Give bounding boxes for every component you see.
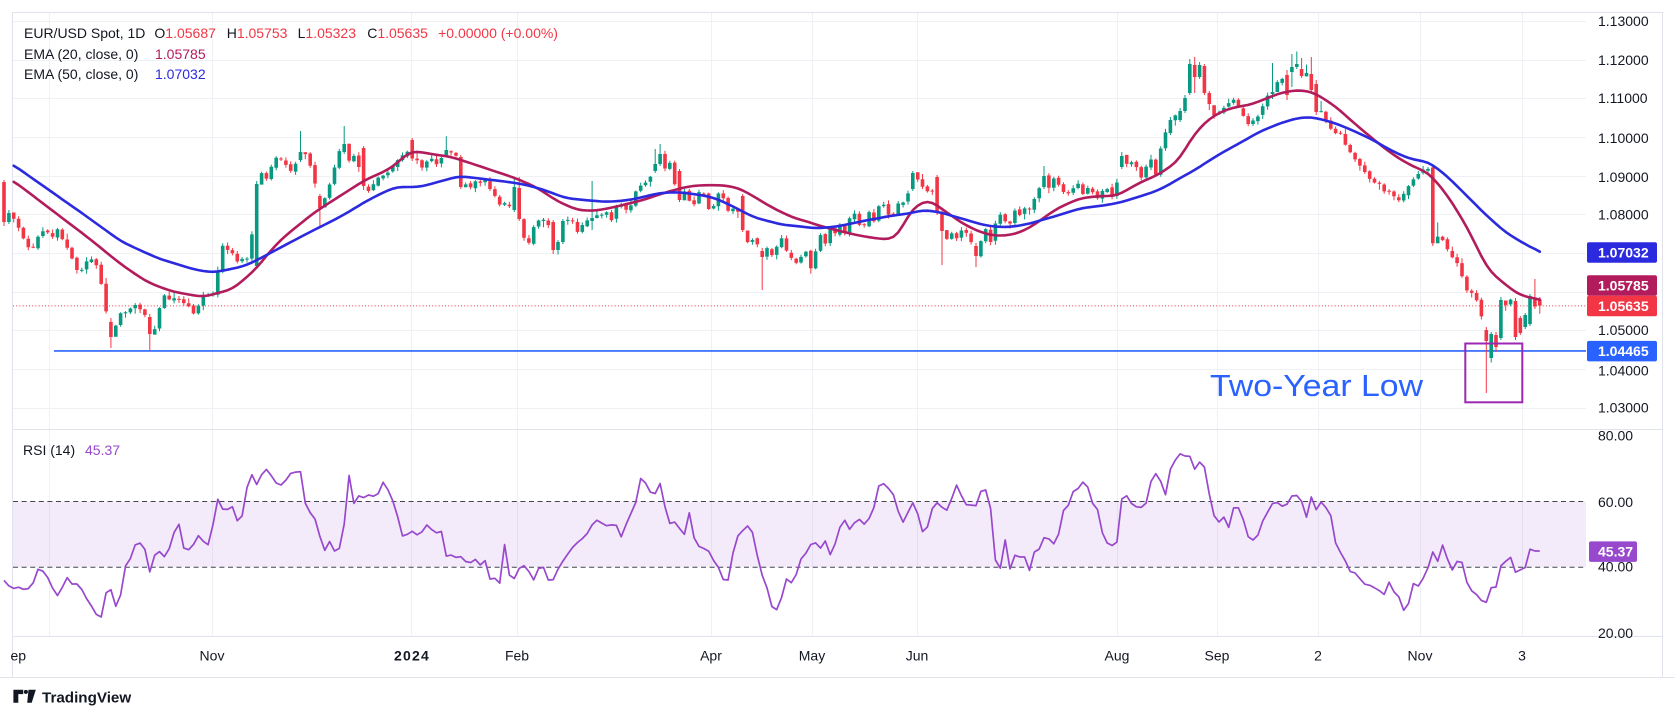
svg-text:1.08000: 1.08000 — [1598, 206, 1649, 222]
svg-text:1.10000: 1.10000 — [1598, 130, 1649, 146]
svg-text:40.00: 40.00 — [1598, 559, 1633, 575]
svg-text:1.07032: 1.07032 — [155, 66, 206, 82]
svg-text:1.11000: 1.11000 — [1598, 90, 1648, 106]
svg-text:May: May — [799, 648, 825, 664]
svg-text:EMA (50, close, 0): EMA (50, close, 0) — [24, 66, 138, 82]
svg-text:TradingView: TradingView — [42, 689, 131, 706]
svg-text:1.03000: 1.03000 — [1598, 400, 1649, 416]
svg-text:1.09000: 1.09000 — [1598, 169, 1649, 185]
svg-text:3: 3 — [1518, 648, 1526, 664]
svg-text:1.05785: 1.05785 — [155, 46, 206, 62]
svg-text:1.05635: 1.05635 — [1598, 298, 1649, 314]
svg-text:Aug: Aug — [1105, 648, 1130, 664]
svg-text:1.07032: 1.07032 — [1598, 244, 1649, 260]
svg-text:EMA (20, close, 0): EMA (20, close, 0) — [24, 46, 138, 62]
svg-text:Jun: Jun — [906, 648, 929, 664]
svg-text:2024: 2024 — [394, 648, 430, 664]
svg-text:1.04000: 1.04000 — [1598, 363, 1649, 379]
svg-text:EUR/USD Spot, 1D: EUR/USD Spot, 1D — [24, 25, 145, 41]
svg-text:45.37: 45.37 — [1598, 544, 1633, 560]
svg-text:1.13000: 1.13000 — [1598, 13, 1649, 29]
svg-text:Two-Year Low: Two-Year Low — [1210, 368, 1424, 403]
svg-text:80.00: 80.00 — [1598, 428, 1633, 444]
svg-text:1.12000: 1.12000 — [1598, 52, 1649, 68]
svg-text:Nov: Nov — [1408, 648, 1433, 664]
svg-text:20.00: 20.00 — [1598, 625, 1633, 641]
svg-text:ep: ep — [11, 648, 27, 664]
svg-text:1.05000: 1.05000 — [1598, 322, 1649, 338]
svg-text:Nov: Nov — [200, 648, 225, 664]
svg-text:RSI (14): RSI (14) — [23, 442, 75, 458]
svg-text:Apr: Apr — [700, 648, 722, 664]
svg-text:Feb: Feb — [505, 648, 529, 664]
svg-text:1.05785: 1.05785 — [1598, 277, 1649, 293]
svg-text:Sep: Sep — [1205, 648, 1230, 664]
svg-text:45.37: 45.37 — [85, 442, 120, 458]
svg-text:2: 2 — [1314, 648, 1322, 664]
svg-text:1.04465: 1.04465 — [1598, 343, 1649, 359]
svg-text:60.00: 60.00 — [1598, 494, 1633, 510]
